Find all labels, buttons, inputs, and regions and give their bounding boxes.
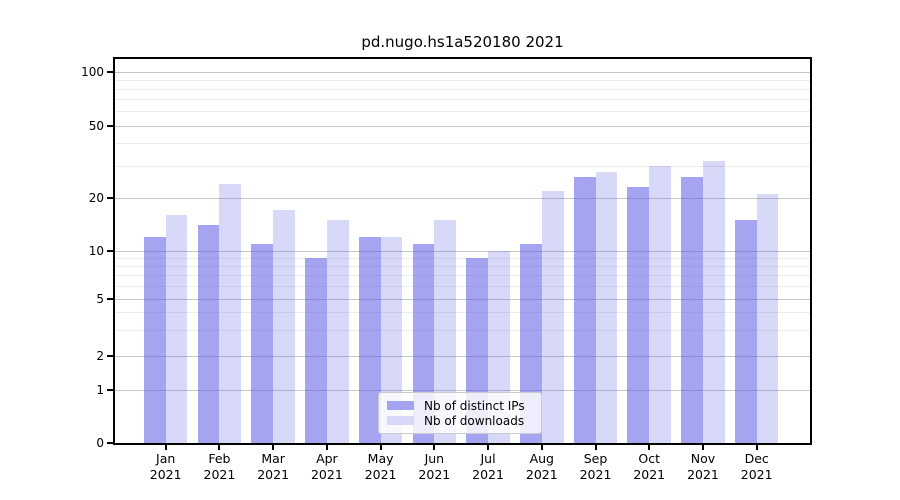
- bar-downloads: [326, 220, 349, 443]
- y-tick-label: 1: [96, 383, 104, 397]
- x-tick: [755, 445, 758, 450]
- x-tick-label: Dec 2021: [740, 451, 773, 482]
- y-tick: [107, 71, 113, 73]
- bar-distinct-ips: [305, 258, 327, 443]
- bar-distinct-ips: [197, 225, 220, 443]
- x-tick: [164, 445, 167, 450]
- minor-gridline: [115, 79, 810, 81]
- y-tick: [107, 355, 113, 357]
- x-tick: [433, 445, 436, 450]
- x-tick: [487, 445, 490, 450]
- bar-downloads: [380, 237, 403, 443]
- x-tick-label: Jul 2021: [472, 451, 504, 482]
- y-tick-label: 50: [88, 119, 104, 133]
- minor-gridline: [115, 257, 810, 259]
- x-tick-label: Feb 2021: [203, 451, 236, 482]
- legend-label-downloads: Nb of downloads: [424, 413, 525, 428]
- x-tick-label: Sep 2021: [579, 451, 612, 482]
- major-gridline: [115, 250, 810, 252]
- bar-downloads: [649, 166, 672, 443]
- x-tick: [540, 445, 543, 450]
- minor-gridline: [115, 143, 810, 145]
- bar-distinct-ips: [251, 243, 274, 443]
- y-tick-label: 100: [81, 65, 104, 79]
- x-tick: [218, 445, 221, 450]
- y-tick-label: 20: [88, 191, 104, 205]
- y-tick: [107, 389, 113, 391]
- legend-label-distinct-ips: Nb of distinct IPs: [424, 398, 525, 413]
- minor-gridline: [115, 88, 810, 90]
- minor-gridline: [115, 275, 810, 277]
- y-tick: [107, 442, 113, 444]
- major-gridline: [115, 125, 810, 127]
- x-tick: [701, 445, 704, 450]
- x-tick-label: Jan 2021: [149, 451, 182, 482]
- major-gridline: [115, 71, 810, 73]
- y-tick: [107, 197, 113, 199]
- x-tick-label: Oct 2021: [633, 451, 666, 482]
- x-tick-label: May 2021: [364, 451, 397, 482]
- bar-downloads: [273, 210, 295, 443]
- bar-downloads: [541, 190, 564, 443]
- y-tick-label: 5: [96, 292, 104, 306]
- minor-gridline: [115, 165, 810, 167]
- x-tick-label: Nov 2021: [687, 451, 719, 482]
- minor-gridline: [115, 330, 810, 332]
- legend-item-downloads: Nb of downloads: [387, 413, 533, 428]
- y-tick: [107, 125, 113, 127]
- bar-downloads: [219, 183, 242, 443]
- chart-title: pd.nugo.hs1a520180 2021: [361, 33, 564, 51]
- x-tick: [272, 445, 275, 450]
- bar-downloads: [434, 220, 457, 443]
- major-gridline: [115, 355, 810, 357]
- bar-distinct-ips: [734, 220, 757, 443]
- x-tick-label: Aug 2021: [525, 451, 558, 482]
- minor-gridline: [115, 265, 810, 267]
- x-tick: [648, 445, 651, 450]
- bar-distinct-ips: [573, 177, 596, 443]
- legend-swatch-distinct-ips: [387, 401, 414, 410]
- bar-downloads: [702, 161, 725, 443]
- minor-gridline: [115, 312, 810, 314]
- plot-area: [115, 59, 810, 443]
- minor-gridline: [115, 99, 810, 101]
- bar-downloads: [756, 194, 779, 443]
- y-tick: [107, 250, 113, 252]
- major-gridline: [115, 389, 810, 391]
- y-tick-label: 0: [96, 436, 104, 450]
- x-tick-label: Jun 2021: [418, 451, 451, 482]
- x-tick: [594, 445, 597, 450]
- bar-downloads: [595, 171, 618, 443]
- y-tick: [107, 298, 113, 300]
- x-tick: [325, 445, 328, 450]
- legend: Nb of distinct IPs Nb of downloads: [378, 392, 542, 434]
- legend-swatch-downloads: [387, 416, 414, 425]
- minor-gridline: [115, 285, 810, 287]
- bar-distinct-ips: [143, 237, 166, 443]
- minor-gridline: [115, 111, 810, 113]
- x-tick-label: Mar 2021: [257, 451, 290, 482]
- legend-item-distinct-ips: Nb of distinct IPs: [387, 398, 533, 413]
- bar-downloads: [165, 215, 188, 443]
- x-tick: [379, 445, 382, 450]
- bar-distinct-ips: [627, 187, 650, 443]
- major-gridline: [115, 298, 810, 300]
- y-tick-label: 2: [96, 349, 104, 363]
- major-gridline: [115, 197, 810, 199]
- bar-distinct-ips: [358, 237, 381, 443]
- y-tick-label: 10: [88, 244, 104, 258]
- bar-distinct-ips: [681, 177, 703, 443]
- x-tick-label: Apr 2021: [310, 451, 343, 482]
